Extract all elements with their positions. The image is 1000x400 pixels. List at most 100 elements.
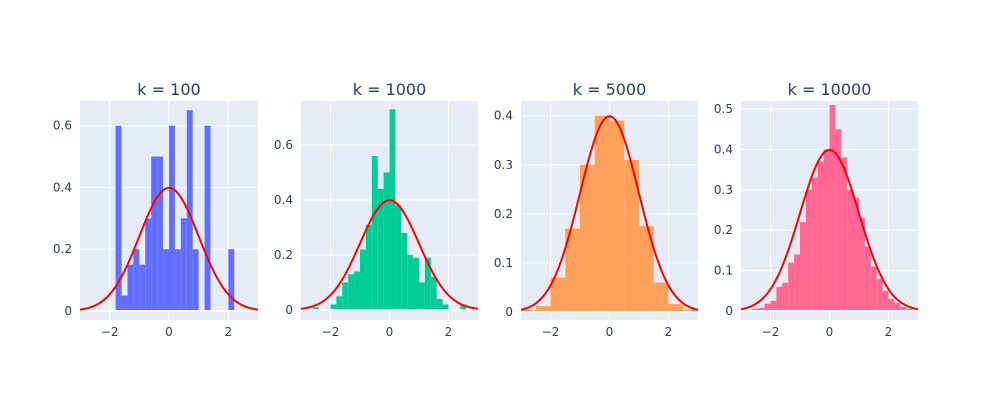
histogram-bar — [121, 295, 128, 311]
histogram-bar — [413, 257, 419, 310]
histogram-bar — [424, 257, 431, 310]
histogram-bar — [653, 282, 669, 312]
histogram-bar — [419, 282, 425, 310]
histogram-bar — [853, 197, 859, 311]
histogram-bar — [888, 298, 895, 311]
histogram-bar — [758, 307, 765, 311]
histogram-bar — [360, 249, 366, 310]
normal-density-curve — [521, 115, 698, 311]
y-tick-label: 0 — [285, 303, 293, 317]
histogram-bar — [782, 282, 789, 311]
histogram-bar — [169, 125, 175, 312]
histogram-bar — [864, 246, 871, 311]
histogram-bar — [371, 156, 378, 310]
histogram-bar — [377, 189, 384, 310]
histogram-bar — [639, 226, 654, 312]
histogram-bar — [174, 249, 181, 311]
histogram-bar — [683, 309, 698, 312]
histogram-bar — [407, 255, 414, 310]
subplot-title: k = 5000 — [573, 80, 647, 99]
histogram-bar — [668, 304, 684, 312]
histogram-bar — [336, 296, 343, 310]
y-tick-label: 0.4 — [714, 142, 733, 156]
y-tick-label: 0.4 — [274, 193, 293, 207]
histogram-bar — [395, 205, 402, 310]
histogram-bar — [228, 249, 235, 311]
x-tick-label: 2 — [225, 325, 233, 339]
y-tick-label: 0.1 — [714, 264, 733, 278]
histogram-bar — [580, 164, 595, 312]
histogram-bar — [847, 189, 854, 311]
histogram-bar — [163, 249, 169, 311]
plot-area — [301, 109, 478, 311]
histogram-bar — [348, 274, 355, 310]
histogram-bar — [127, 264, 134, 311]
histogram-bar — [365, 224, 372, 310]
histogram-bar — [829, 105, 836, 312]
plot-area — [521, 115, 698, 313]
x-tick-label: 0 — [606, 325, 614, 339]
y-tick-label: 0.2 — [53, 242, 72, 256]
subplot-title: k = 1000 — [353, 80, 427, 99]
histogram-bar — [776, 286, 783, 311]
x-tick-label: −2 — [322, 325, 340, 339]
histogram-bar — [312, 307, 319, 310]
y-tick-label: 0.5 — [714, 102, 733, 116]
histogram-bar — [876, 278, 883, 311]
y-tick-label: 0 — [64, 304, 72, 318]
normal-density-curve — [80, 186, 258, 311]
x-tick-label: 0 — [386, 325, 394, 339]
histogram-bar — [800, 222, 806, 311]
y-tick-label: 0.1 — [494, 256, 513, 270]
histogram-bar — [609, 120, 625, 313]
histogram-bar — [788, 262, 795, 311]
histogram-bar — [835, 129, 842, 311]
histogram-bar — [770, 300, 777, 311]
histogram-bar — [401, 233, 408, 310]
histogram-bar — [180, 218, 187, 311]
histogram-bar — [354, 271, 360, 310]
plot-area — [741, 105, 918, 312]
histogram-bar — [900, 306, 907, 311]
histogram-bar — [817, 161, 824, 311]
histogram-bar — [442, 304, 449, 310]
histogram-bar — [139, 264, 146, 311]
histogram-bar — [811, 177, 818, 311]
histogram-bar — [859, 218, 865, 311]
subplot-3: 0 0.1 0.2 0.3 0.4 −2 0 2 k = 5000 — [494, 80, 698, 339]
normal-density-curve — [301, 199, 478, 310]
histogram-bar — [823, 149, 830, 311]
subplot-2: 0 0.2 0.4 0.6 −2 0 2 k = 1000 — [274, 80, 478, 339]
y-tick-label: 0.3 — [494, 158, 513, 172]
histogram-bar — [535, 306, 551, 312]
subplot-panels: 00.20.40.6−2 0 2k = 10000.20.40.6−2 0 2k = 1… — [53, 80, 918, 339]
histogram-bar — [133, 249, 140, 311]
histogram-bar — [460, 304, 467, 310]
y-tick-label: 0.3 — [714, 183, 733, 197]
histogram-bar — [752, 308, 759, 311]
histogram-bar — [870, 266, 877, 311]
y-tick-label: 0.4 — [53, 180, 72, 194]
normal-density-curve — [741, 148, 918, 311]
y-tick-label: 0.2 — [494, 207, 513, 221]
x-tick-label: 2 — [445, 325, 453, 339]
histogram-bar — [794, 254, 800, 311]
histogram-bar — [882, 290, 889, 311]
histogram-bar — [157, 156, 164, 311]
histogram-bar — [145, 218, 152, 311]
histogram-bar — [894, 302, 901, 311]
histogram-bar — [565, 228, 580, 312]
histogram-bar — [805, 189, 812, 311]
x-tick-label: 0 — [826, 325, 834, 339]
y-tick-label: 0 — [725, 304, 733, 318]
histogram-bar — [204, 125, 211, 312]
histogram-bar — [186, 110, 193, 311]
x-tick-label: 2 — [665, 325, 673, 339]
x-tick-label: −2 — [542, 325, 560, 339]
histogram-bar — [342, 282, 349, 310]
histogram-bar — [594, 115, 610, 312]
histogram-bar — [841, 157, 848, 311]
y-tick-label: 0.6 — [274, 138, 293, 152]
histogram-bar — [430, 277, 437, 310]
